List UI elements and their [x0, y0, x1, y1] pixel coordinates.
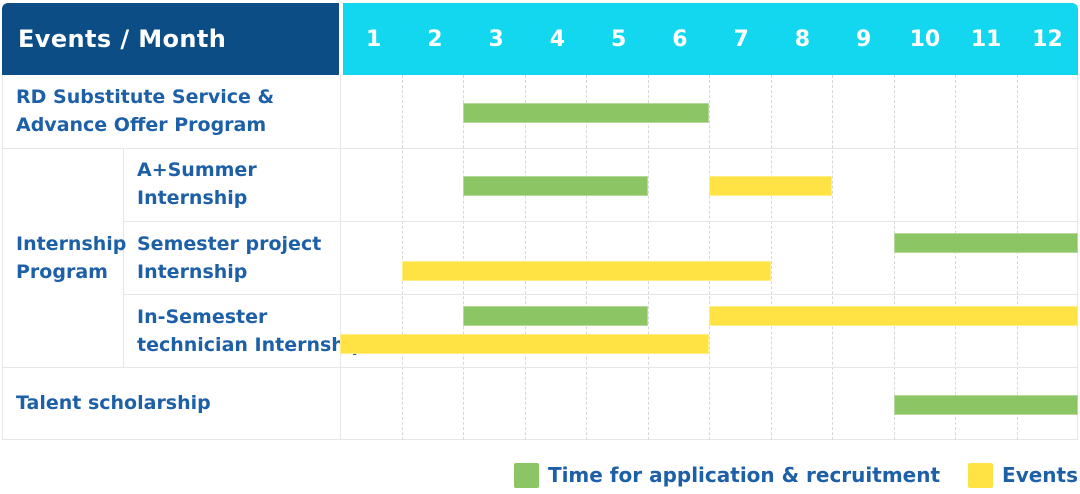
events-month-header: Events / Month — [2, 3, 339, 75]
legend: Time for application & recruitment Event… — [513, 461, 1078, 489]
grid-line — [955, 75, 956, 440]
month-header-cell-7: 7 — [733, 26, 749, 52]
grid-line — [340, 75, 341, 440]
table-body — [2, 75, 1078, 440]
grid-line — [524, 75, 526, 440]
grid-line — [893, 75, 895, 440]
month-header-cell-10: 10 — [909, 26, 941, 52]
grid-line — [123, 294, 1078, 295]
grid-line — [586, 75, 587, 440]
grid-line — [1016, 75, 1018, 440]
grid-line — [463, 75, 464, 440]
gantt-bar-event — [709, 306, 1078, 326]
month-header-cell-12: 12 — [1032, 26, 1063, 52]
month-header-cell-1: 1 — [365, 26, 382, 52]
month-header-cell-6: 6 — [672, 26, 688, 52]
group-label-internship-program: Internship Program — [16, 233, 127, 283]
grid-line — [123, 221, 1078, 222]
row-label-a-plus-summer: A+Summer Internship — [137, 159, 257, 209]
grid-line — [2, 148, 1078, 149]
legend-events-label: Events — [1002, 463, 1078, 487]
month-header-row: 1 2 3 4 5 6 7 8 9 10 11 12 — [343, 3, 1078, 75]
row-label-in-semester: In-Semester technician Internship — [137, 306, 365, 356]
gantt-bar-event — [401, 261, 771, 281]
month-header-cell-5: 5 — [610, 26, 627, 52]
row-label-semester-project: Semester project Internship — [137, 233, 322, 283]
month-header-cell-8: 8 — [794, 26, 811, 52]
grid-line — [709, 75, 710, 440]
gantt-bar-event — [709, 176, 832, 196]
row-label-rd-substitute: RD Substitute Service & Advance Offer Pr… — [16, 86, 275, 136]
gantt-bar-application — [893, 395, 1078, 415]
page-title: Events / Month — [18, 25, 227, 53]
month-header-cell-3: 3 — [488, 26, 504, 52]
gantt-bar-application — [893, 233, 1078, 253]
grid-line — [123, 148, 124, 367]
grid-line — [2, 367, 1078, 368]
gantt-bar-event — [340, 334, 709, 354]
grid-line — [770, 75, 772, 440]
grid-line — [832, 75, 833, 440]
legend-events-swatch — [968, 462, 994, 488]
grid-line — [647, 75, 649, 440]
month-header-cell-2: 2 — [427, 26, 443, 52]
gantt-bar-application — [463, 103, 709, 123]
grid-line — [401, 75, 403, 440]
month-header-cell-4: 4 — [549, 26, 566, 52]
gantt-bar-application — [463, 306, 648, 326]
row-label-talent-scholarship: Talent scholarship — [16, 392, 211, 414]
legend-application-swatch — [513, 462, 539, 488]
month-header-cell-11: 11 — [970, 26, 1002, 52]
legend-application-label: Time for application & recruitment — [547, 463, 941, 487]
month-header-cell-9: 9 — [855, 26, 872, 52]
gantt-bar-application — [463, 176, 648, 196]
